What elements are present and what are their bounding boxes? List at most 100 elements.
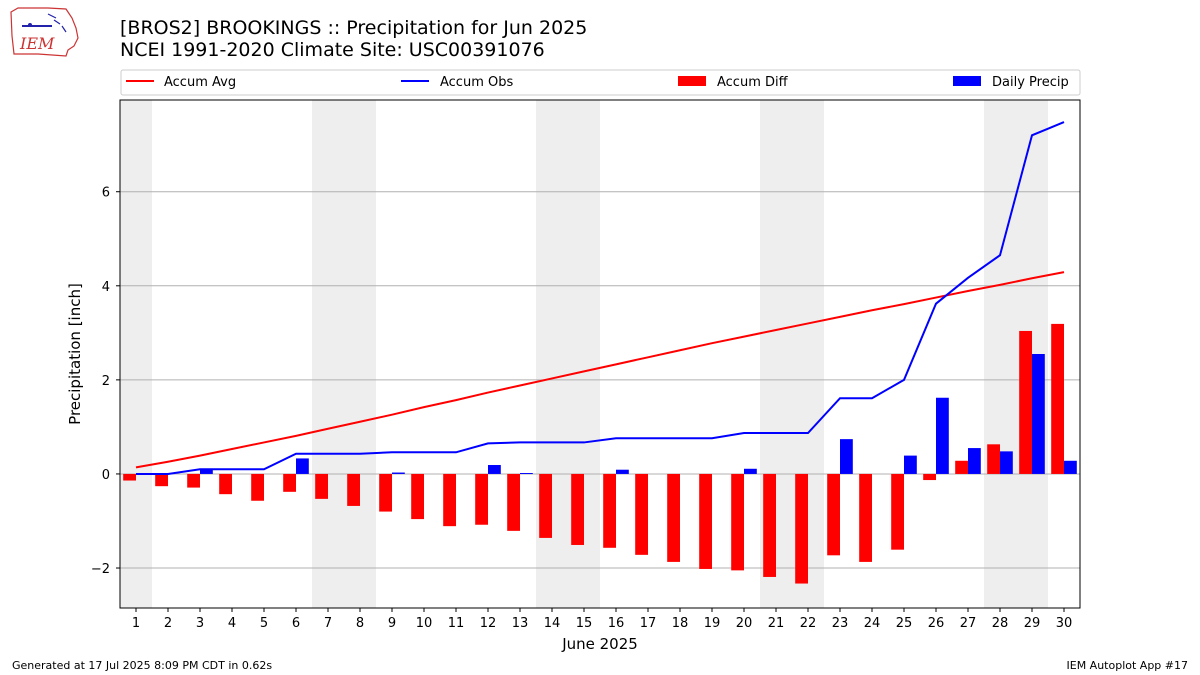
daily-precip-bar [1064,460,1077,474]
accum-diff-bar [251,473,264,501]
accum-diff-bar [315,473,328,499]
title-line-2: NCEI 1991-2020 Climate Site: USC00391076 [120,39,545,61]
accum-diff-bar [667,473,680,562]
y-tick-label: 0 [102,468,110,483]
x-tick-label: 15 [576,616,593,631]
accum-diff-bar [859,473,872,562]
legend-label-accum-diff: Accum Diff [717,75,789,90]
accum-diff-bar [123,473,136,481]
x-tick-label: 19 [704,616,721,631]
accum-diff-bar [283,473,296,492]
daily-precip-bar [488,465,501,474]
daily-precip-bar [200,469,213,474]
legend-swatch-daily-precip [953,76,981,86]
accum-diff-bar [379,473,392,512]
accum-diff-bar [475,473,488,525]
accum-diff-bar [635,473,648,555]
daily-precip-bar [968,448,981,474]
legend-frame [120,69,1081,96]
x-tick-label: 16 [608,616,625,631]
y-tick-label: 2 [102,374,110,389]
accum-diff-bar [891,473,904,550]
y-tick-label: 4 [102,280,110,295]
x-tick-label: 30 [1056,616,1073,631]
y-tick-label: 6 [102,186,110,201]
x-tick-label: 24 [864,616,881,631]
accum-diff-bar [1019,330,1032,474]
x-tick-label: 9 [388,616,396,631]
accum-obs-line [136,121,1065,475]
accum-diff-bar [443,473,456,527]
logo-text: IEM [19,34,55,53]
daily-precip-bar [520,473,533,474]
x-tick-label: 21 [768,616,785,631]
accum-avg-line [135,271,1065,469]
daily-precip-bar [840,439,853,474]
x-tick-label: 17 [640,616,657,631]
x-tick-label: 12 [480,616,497,631]
daily-precip-bar [744,468,757,474]
accum-diff-bar [219,473,232,495]
x-tick-label: 10 [416,616,433,631]
y-axis-label: Precipitation [inch] [66,283,84,425]
daily-precip-bar [616,469,629,474]
generated-note: Generated at 17 Jul 2025 8:09 PM CDT in … [12,659,273,672]
accum-diff-bar [571,473,584,545]
x-tick-label: 2 [164,616,172,631]
daily-precip-bar [392,472,405,474]
daily-precip-bar [904,455,917,474]
daily-precip-bar [936,397,949,474]
plot-frame [119,99,1081,609]
weekend-shade [312,100,376,608]
accum-diff-bar [827,473,840,556]
iem-logo: IEM [10,7,79,57]
accum-diff-bar [987,444,1000,474]
x-tick-label: 1 [132,616,140,631]
x-tick-label: 4 [228,616,236,631]
x-tick-label: 13 [512,616,529,631]
x-tick-label: 14 [544,616,561,631]
accum-diff-bar [763,473,776,577]
accum-diff-bar [1051,323,1064,474]
x-tick-label: 18 [672,616,689,631]
title-line-1: [BROS2] BROOKINGS :: Precipitation for J… [120,17,588,39]
y-tick-label: −2 [91,562,110,577]
accum-diff-bar [539,473,552,538]
accum-diff-bar [347,473,360,506]
x-tick-label: 25 [896,616,913,631]
legend-swatch-accum-diff [678,76,706,86]
accum-diff-bar [923,473,936,481]
x-tick-label: 7 [324,616,332,631]
accum-diff-bar [187,473,200,488]
legend-label-daily-precip: Daily Precip [992,75,1069,90]
accum-diff-bar [507,473,520,531]
chart-title: [BROS2] BROOKINGS :: Precipitation for J… [120,17,587,61]
weekend-shade [120,100,152,608]
daily-precip-bar [296,458,309,474]
x-tick-label: 22 [800,616,817,631]
accum-diff-bar [603,473,616,548]
legend-label-accum-obs: Accum Obs [440,75,513,90]
app-note: IEM Autoplot App #17 [1066,659,1189,672]
x-tick-label: 6 [292,616,300,631]
x-tick-label: 5 [260,616,268,631]
x-tick-label: 3 [196,616,204,631]
accum-diff-bar [411,473,424,520]
accum-diff-bar [155,473,168,487]
daily-precip-bar [1000,451,1013,474]
x-tick-label: 20 [736,616,753,631]
x-tick-label: 26 [928,616,945,631]
legend: Accum Avg Accum Obs Accum Diff Daily Pre… [120,69,1081,96]
daily-precip-bar [1032,354,1045,474]
x-tick-label: 29 [1024,616,1041,631]
accum-diff-bar [699,473,712,569]
x-tick-label: 27 [960,616,977,631]
x-tick-label: 11 [448,616,465,631]
x-tick-label: 23 [832,616,849,631]
x-tick-label: 8 [356,616,364,631]
legend-label-accum-avg: Accum Avg [164,75,236,90]
accum-diff-bar [955,460,968,474]
x-axis-label: June 2025 [561,635,638,653]
accum-diff-bar [731,473,744,571]
